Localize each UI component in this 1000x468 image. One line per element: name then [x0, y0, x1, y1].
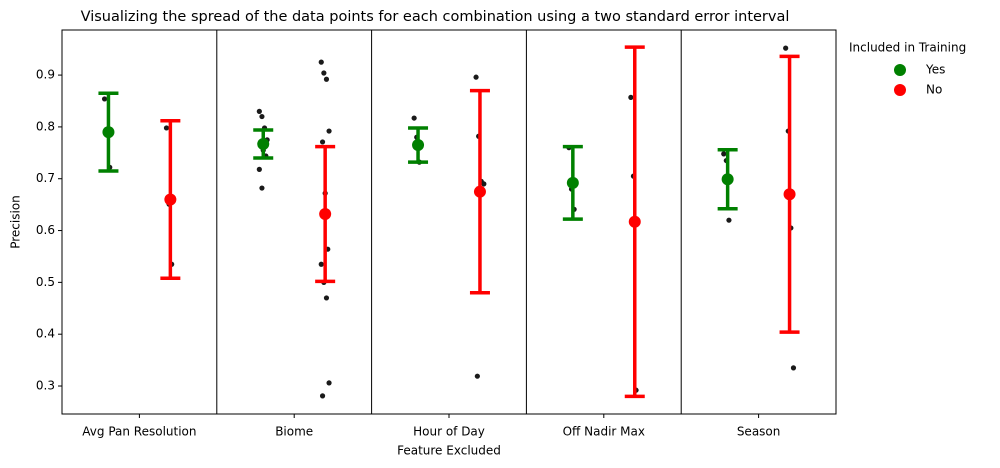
data-point [318, 261, 324, 267]
data-point [326, 128, 332, 134]
data-point [726, 217, 732, 223]
data-point [163, 125, 170, 131]
mean-point [473, 185, 486, 198]
mean-point [257, 138, 270, 151]
mean-point [319, 207, 332, 220]
x-tick-label: Off Nadir Max [563, 425, 645, 439]
plot-frame [61, 29, 837, 415]
mean-point [628, 215, 641, 228]
data-point [256, 166, 262, 173]
y-tick-label: 0.4 [36, 327, 55, 341]
y-tick-label: 0.8 [36, 119, 55, 133]
chart-title: Visualizing the spread of the data point… [81, 9, 790, 25]
y-axis-label: Precision [9, 195, 23, 249]
mean-point [721, 173, 734, 186]
legend-label: Yes [925, 63, 945, 77]
data-point [628, 94, 634, 100]
mean-point [102, 126, 115, 139]
data-point [319, 139, 326, 145]
y-tick-label: 0.9 [36, 68, 55, 82]
data-point [259, 185, 265, 191]
data-point [473, 74, 479, 80]
legend-label: No [926, 83, 942, 97]
data-point [323, 76, 330, 82]
data-point [721, 151, 727, 157]
mean-point [783, 188, 796, 201]
data-point [411, 115, 417, 121]
data-point [256, 108, 262, 114]
x-tick-label: Biome [275, 425, 313, 439]
legend-marker [894, 84, 906, 96]
legend-marker [894, 64, 906, 76]
mean-point [412, 139, 425, 152]
mean-point [164, 193, 177, 206]
data-point [790, 365, 797, 371]
y-tick-label: 0.7 [36, 171, 55, 185]
x-tick-label: Season [737, 425, 781, 439]
data-point [321, 70, 327, 76]
data-point [783, 45, 789, 51]
data-point [318, 59, 324, 65]
data-point [474, 373, 480, 379]
y-tick-label: 0.3 [36, 379, 55, 393]
legend-title: Included in Training [849, 41, 966, 55]
data-point [326, 380, 332, 386]
y-tick-label: 0.6 [36, 223, 55, 237]
data-point [323, 295, 330, 301]
mean-point [566, 176, 579, 189]
y-tick-label: 0.5 [36, 275, 55, 289]
data-point [319, 393, 326, 399]
x-axis-label: Feature Excluded [397, 444, 501, 458]
x-tick-label: Hour of Day [413, 425, 485, 439]
x-tick-label: Avg Pan Resolution [82, 425, 196, 439]
data-point [259, 113, 265, 120]
data-point [481, 181, 487, 187]
data-point [101, 96, 108, 102]
